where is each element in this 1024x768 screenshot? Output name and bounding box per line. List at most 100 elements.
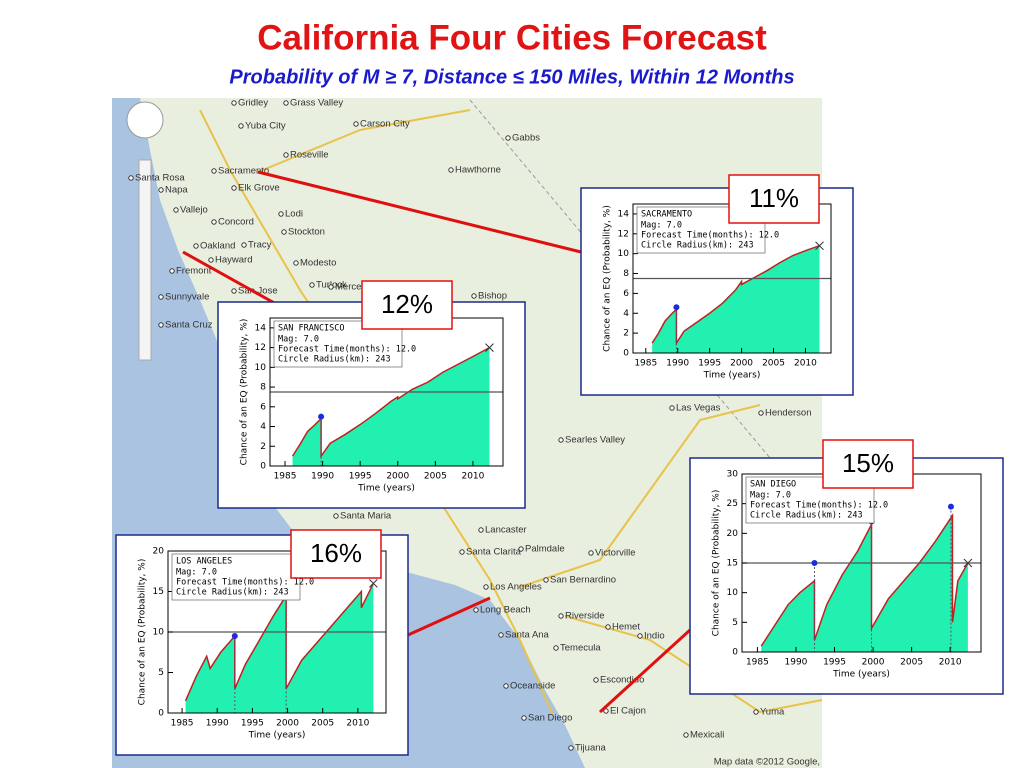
city-dot (505, 135, 511, 141)
city-dot (158, 322, 164, 328)
marker (947, 503, 954, 510)
city-dot (231, 100, 237, 106)
y-tick-label: 15 (153, 587, 164, 597)
y-tick-label: 5 (158, 668, 164, 678)
inset-chart: 1985 1990 1995 2000 2005 2010 0 5 10 15 20 25 30 Time… (689, 439, 1004, 695)
zoom-slider[interactable] (138, 159, 152, 361)
y-tick-label: 10 (727, 588, 739, 598)
x-tick-label: 1990 (206, 719, 229, 729)
zoom-control[interactable] (126, 101, 164, 361)
x-tick-label: 1985 (746, 658, 769, 668)
annotation: Forecast Time(months): 12.0 (750, 501, 888, 511)
annotation: Circle Radius(km): 243 (641, 241, 754, 251)
callout-label: 16% (310, 538, 362, 568)
y-tick-label: 4 (623, 309, 629, 319)
y-tick-label: 0 (732, 648, 738, 658)
map-label: San Bernardino (550, 575, 616, 586)
x-tick-label: 2010 (461, 472, 484, 482)
map-label: Carson City (360, 119, 410, 130)
city-dot (637, 633, 643, 639)
map-label: Gridley (238, 98, 268, 109)
x-tick-label: 1990 (666, 359, 689, 369)
slide-title: California Four Cities Forecast (257, 18, 767, 57)
city-dot (211, 168, 217, 174)
map-label: Fremont (176, 266, 212, 277)
map-label: Hemet (612, 622, 640, 633)
map-label: Searles Valley (565, 435, 625, 446)
line (184, 583, 375, 702)
city-dot (558, 437, 564, 443)
callout-box (290, 529, 382, 579)
city-dot (521, 715, 527, 721)
map-label: Elk Grove (238, 183, 280, 194)
y-tick-label: 0 (260, 462, 266, 472)
city-dot (158, 294, 164, 300)
city-dot (758, 410, 764, 416)
connectors (182, 170, 692, 714)
map-label: Palmdale (525, 544, 565, 555)
map-label: Victorville (595, 548, 635, 559)
city-dot (605, 624, 611, 630)
annotation: Circle Radius(km): 243 (750, 511, 863, 521)
x-tick-label: 1995 (698, 359, 721, 369)
x-axis-label: Time (years) (703, 371, 761, 381)
x-tick-label: 1985 (634, 359, 657, 369)
map-label: Indio (644, 631, 665, 642)
y-tick-label: 0 (158, 709, 164, 719)
map-label: Grass Valley (290, 98, 343, 109)
city-dot (518, 546, 524, 552)
map-label: Oceanside (510, 681, 555, 692)
x-tick-label: 2005 (311, 719, 334, 729)
map-label: Lancaster (485, 525, 527, 536)
map-label: Lodi (285, 209, 303, 220)
end-cross (963, 558, 973, 568)
y-axis-label: Chance of an EQ (Probability, %) (240, 319, 250, 466)
x-tick-label: 1985 (171, 719, 194, 729)
note-box (171, 553, 301, 601)
annotation: Mag: 7.0 (641, 221, 682, 231)
x-tick-label: 1990 (311, 472, 334, 482)
x-tick-label: 1995 (349, 472, 372, 482)
map-label: Santa Cruz (165, 320, 213, 331)
callout-label: 11% (749, 183, 799, 213)
y-tick-label: 5 (732, 618, 738, 628)
x-tick-label: 2005 (900, 658, 923, 668)
annotation: Mag: 7.0 (278, 335, 319, 345)
map-label: Bishop (478, 291, 507, 302)
plot-frame (167, 550, 387, 714)
city-dot (483, 584, 489, 590)
line (291, 346, 490, 459)
x-tick-label: 2000 (386, 472, 409, 482)
city-dot (333, 513, 339, 519)
y-tick-label: 8 (623, 269, 629, 279)
city-dot (278, 211, 284, 217)
road (519, 404, 761, 588)
pan-control[interactable] (126, 101, 164, 139)
callout-box (361, 280, 453, 330)
map-label: Hawthorne (455, 165, 501, 176)
chart-title: SAN DIEGO (750, 480, 796, 490)
city-dot (158, 187, 164, 193)
y-tick-label: 10 (618, 249, 630, 259)
x-tick-label: 1990 (785, 658, 808, 668)
marker (318, 413, 325, 420)
y-axis-label: Chance of an EQ (Probability, %) (712, 490, 722, 637)
marker (811, 560, 818, 566)
map-label: Merced (335, 282, 367, 293)
map-label: Santa Rosa (135, 173, 185, 184)
city-dot (231, 288, 237, 294)
callout-box (728, 174, 820, 224)
map-label: Sacramento (218, 166, 269, 177)
x-tick-label: 1985 (274, 472, 297, 482)
city-dot (503, 683, 509, 689)
map-label: Stockton (288, 227, 325, 238)
y-tick-label: 20 (153, 547, 165, 557)
x-tick-label: 2010 (346, 719, 369, 729)
y-tick-label: 20 (727, 529, 739, 539)
area (292, 347, 490, 466)
road (257, 109, 471, 173)
x-tick-label: 1995 (823, 658, 846, 668)
callout-label: 15% (842, 448, 894, 478)
y-axis-label: Chance of an EQ (Probability, %) (138, 559, 148, 706)
